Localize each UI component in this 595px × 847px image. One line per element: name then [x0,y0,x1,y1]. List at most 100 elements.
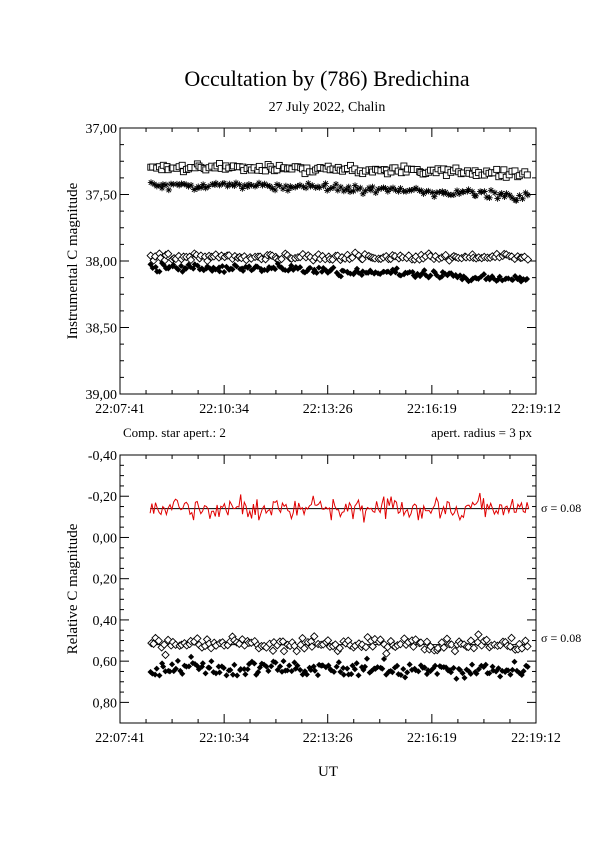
top-series-3-point [462,275,469,282]
bottom-target-light-curve [149,492,530,523]
top-series-1-point [187,182,195,189]
bottom-series-2-point [402,674,409,681]
bottom-series-2-point [297,666,304,673]
bottom-y-tick-label: 0,80 [93,696,118,711]
top-series-3-point [496,273,503,280]
top-series-1-point [229,181,236,189]
bottom-series-2-point [482,661,489,668]
top-series-1-point [327,185,334,192]
bottom-series-2-point [268,663,275,670]
top-series-1-point [147,179,155,186]
top-series-1-point [337,183,345,191]
top-series-1-point [239,185,246,192]
top-series-1-point [478,188,485,196]
top-series-1-point [190,186,198,193]
top-series-1-point [351,182,359,189]
top-series-3-point [505,275,512,282]
bottom-series-2-point [335,659,342,666]
bottom-series-2-point [504,667,512,674]
top-series-1-point [220,180,228,187]
top-series-1-point [300,183,307,191]
bottom-series-2-point [404,669,411,676]
top-series-1-point [384,188,392,195]
bottom-series-2-point [319,662,326,669]
top-series-1-point [346,188,354,195]
top-series-1-point [460,188,467,196]
top-x-tick-label: 22:07:41 [95,402,145,417]
top-series-3-point [272,266,279,273]
bottom-series-1-point [154,636,163,646]
top-y-axis-label: Instrumental C magnitude [65,182,81,339]
bottom-series-2-point [469,661,476,668]
top-series-3-point [191,261,198,268]
top-series-1-point [380,184,387,191]
bottom-series-1-point [380,640,389,649]
top-series-0-point [500,166,508,174]
bottom-series-2-point [199,663,206,670]
bottom-series-1-point [506,642,515,651]
top-series-1-point [324,187,331,194]
bottom-series-1-point [409,642,418,651]
bottom-series-2-point [353,660,360,667]
bottom-y-tick-label: 0,40 [93,614,118,629]
top-series-3-point [221,269,228,276]
bottom-series-1-point [422,637,432,647]
top-series-1-point [392,186,399,194]
top-series-3-point [219,263,226,270]
bottom-series-1-point [466,636,476,645]
top-series-3-point [313,269,320,276]
top-series-1-point [236,181,243,188]
top-series-1-point [408,187,415,194]
top-series-1-point [436,188,443,196]
bottom-series-2-point [256,664,263,671]
top-series-1-point [259,182,266,189]
bottom-series-2-point [348,671,355,678]
bottom-series-2-point [447,669,454,676]
top-x-tick-label: 22:16:19 [407,402,457,417]
top-series-3-point [254,263,261,270]
bottom-x-ticks: 22:07:41 22:10:34 22:13:26 22:16:19 22:19:12 [95,455,561,746]
top-series-1-point [248,181,255,189]
bottom-series-2-point [307,666,314,673]
top-series-3-point [438,273,445,280]
bottom-y-tick-label: 0,00 [93,531,118,546]
bottom-series-2-point [274,666,281,673]
top-series-1-point [216,181,223,189]
bottom-series-2-point [461,674,468,681]
bottom-series-1-point [523,642,532,651]
bottom-series-2-point [355,672,362,679]
top-series-3-point [337,273,344,280]
bottom-series-2-point [344,665,351,672]
bottom-series-2-point [153,665,160,672]
top-series-1-point [503,190,510,197]
bottom-series-2-point [272,659,279,666]
top-series-1-point [386,185,394,193]
bottom-series-1-point [292,646,301,656]
top-series-1-point [284,187,292,194]
top-series-1-point [178,180,185,187]
top-series-0-point [523,171,531,179]
top-x-tick-label: 22:10:34 [199,402,249,417]
bottom-series-2-point [311,667,318,674]
bottom-series-2-point [459,670,466,677]
top-series-1-point [372,189,379,196]
bottom-series-1-point [193,634,202,643]
bottom-series-2-point [152,671,159,678]
top-series-3-point [152,264,159,271]
top-series-1-point [429,189,436,196]
top-series-1-point [481,188,488,195]
top-series-1-point [359,190,367,197]
bottom-series-2-point [507,671,514,678]
top-series-1-point [494,195,501,202]
top-series-1-point [357,184,364,192]
top-series-1-point [389,184,397,192]
top-series-2-point [523,255,533,264]
top-series-1-point [513,197,520,204]
top-series-1-point [296,181,304,189]
bottom-y-tick-label: 0,20 [93,573,118,588]
top-series-1-point [506,192,513,199]
top-series-3-point [480,271,487,278]
top-series-1-point [232,179,240,187]
bottom-series-1-point [382,649,391,658]
top-series-1-point [332,180,340,188]
